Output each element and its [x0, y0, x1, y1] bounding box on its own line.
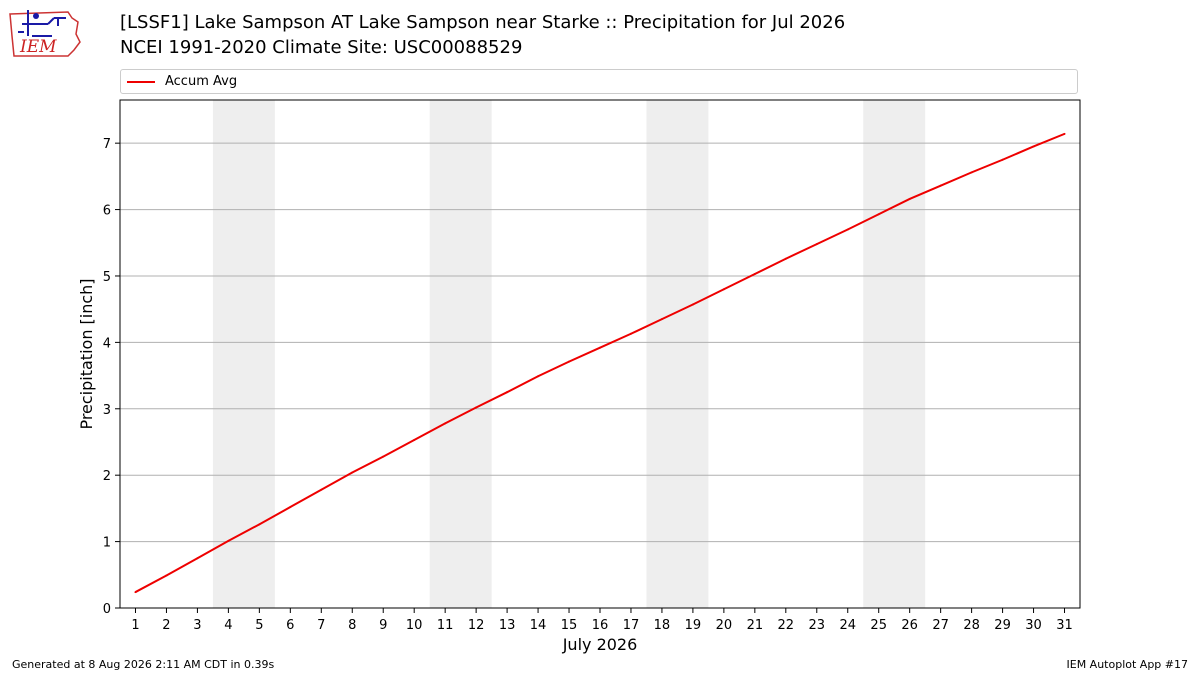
x-tick-label-17: 17: [623, 618, 640, 633]
x-tick-label-15: 15: [561, 618, 578, 633]
x-tick-label-30: 30: [1025, 618, 1042, 633]
data-point-day-7: [320, 488, 323, 491]
x-tick-label-8: 8: [348, 618, 356, 633]
data-point-day-3: [196, 557, 199, 560]
data-point-day-29: [1001, 158, 1004, 161]
data-point-day-17: [629, 332, 632, 335]
legend: Accum Avg: [120, 69, 1078, 94]
x-tick-label-10: 10: [406, 618, 423, 633]
x-tick-label-16: 16: [592, 618, 609, 633]
x-tick-label-7: 7: [317, 618, 325, 633]
x-tick-label-22: 22: [778, 618, 795, 633]
x-tick-label-2: 2: [162, 618, 170, 633]
data-point-day-22: [784, 257, 787, 260]
x-tick-label-20: 20: [716, 618, 733, 633]
x-tick-label-26: 26: [901, 618, 918, 633]
x-tick-label-9: 9: [379, 618, 387, 633]
x-tick-label-6: 6: [286, 618, 294, 633]
chart-title: [LSSF1] Lake Sampson AT Lake Sampson nea…: [120, 12, 846, 33]
legend-label-accum-avg: Accum Avg: [165, 74, 238, 89]
data-point-day-11: [444, 422, 447, 425]
x-tick-label-13: 13: [499, 618, 516, 633]
plot-area: [120, 100, 1080, 608]
data-point-day-31: [1063, 132, 1066, 135]
data-point-day-24: [846, 228, 849, 231]
weather-station-icon: [18, 10, 66, 37]
data-point-day-20: [722, 288, 725, 291]
x-tick-label-21: 21: [747, 618, 764, 633]
y-tick-label-2: 2: [103, 469, 111, 484]
data-point-day-26: [908, 197, 911, 200]
data-point-day-8: [351, 471, 354, 474]
data-point-day-10: [413, 438, 416, 441]
y-tick-label-6: 6: [103, 204, 111, 219]
y-tick-label-1: 1: [103, 536, 111, 551]
y-tick-label-3: 3: [103, 403, 111, 418]
x-tick-label-5: 5: [255, 618, 263, 633]
iowa-state-outline-icon: [9, 11, 81, 57]
data-point-day-16: [599, 346, 601, 349]
y-tick-label-4: 4: [103, 336, 111, 351]
x-tick-label-18: 18: [654, 618, 671, 633]
x-tick-label-27: 27: [932, 618, 949, 633]
data-point-day-25: [877, 213, 880, 216]
y-axis-label: Precipitation [inch]: [77, 278, 96, 429]
data-point-day-18: [660, 318, 663, 321]
data-point-day-6: [289, 506, 292, 509]
x-tick-label-19: 19: [685, 618, 702, 633]
weekend-band-2: [429, 100, 492, 608]
weekend-band-1: [212, 100, 275, 608]
series-line-accum-avg: [135, 132, 1065, 593]
plot-frame: [119, 99, 1081, 609]
x-tick-label-25: 25: [870, 618, 887, 633]
data-point-day-9: [382, 455, 385, 458]
data-point-day-23: [815, 243, 818, 246]
x-tick-label-29: 29: [994, 618, 1011, 633]
data-point-day-5: [258, 523, 261, 526]
logo-text: IEM: [19, 37, 57, 57]
x-tick-label-3: 3: [193, 618, 201, 633]
data-point-day-19: [691, 303, 694, 306]
x-tick-label-4: 4: [224, 618, 232, 633]
x-tick-label-31: 31: [1056, 618, 1073, 633]
x-tick-label-12: 12: [468, 618, 485, 633]
generated-timestamp: Generated at 8 Aug 2026 2:11 AM CDT in 0…: [12, 658, 275, 671]
data-point-day-14: [537, 375, 540, 378]
x-tick-label-1: 1: [131, 618, 139, 633]
y-tick-label-7: 7: [103, 137, 111, 152]
x-tick-label-23: 23: [809, 618, 826, 633]
data-point-day-12: [475, 406, 478, 409]
app-label: IEM Autoplot App #17: [1066, 658, 1189, 671]
x-tick-label-14: 14: [530, 618, 547, 633]
data-point-day-21: [753, 272, 756, 275]
x-tick-label-28: 28: [963, 618, 980, 633]
data-point-day-30: [1032, 145, 1035, 148]
data-point-day-15: [568, 360, 571, 363]
weekend-band-4: [863, 100, 926, 608]
x-tick-label-11: 11: [437, 618, 454, 633]
chart-subtitle: NCEI 1991-2020 Climate Site: USC00088529: [120, 37, 523, 58]
data-point-day-1: [134, 591, 137, 594]
data-point-day-4: [227, 539, 230, 542]
legend-swatch-accum-avg: [127, 81, 155, 83]
weekend-band-3: [646, 100, 709, 608]
data-point-day-2: [165, 574, 168, 577]
y-tick-label-5: 5: [103, 270, 111, 285]
x-axis-label: July 2026: [562, 635, 638, 654]
data-point-day-27: [939, 184, 942, 187]
data-point-day-28: [970, 171, 973, 174]
y-tick-label-0: 0: [103, 602, 111, 617]
iem-logo: IEM: [9, 10, 81, 57]
x-tick-label-24: 24: [839, 618, 856, 633]
data-point-day-13: [506, 391, 509, 394]
